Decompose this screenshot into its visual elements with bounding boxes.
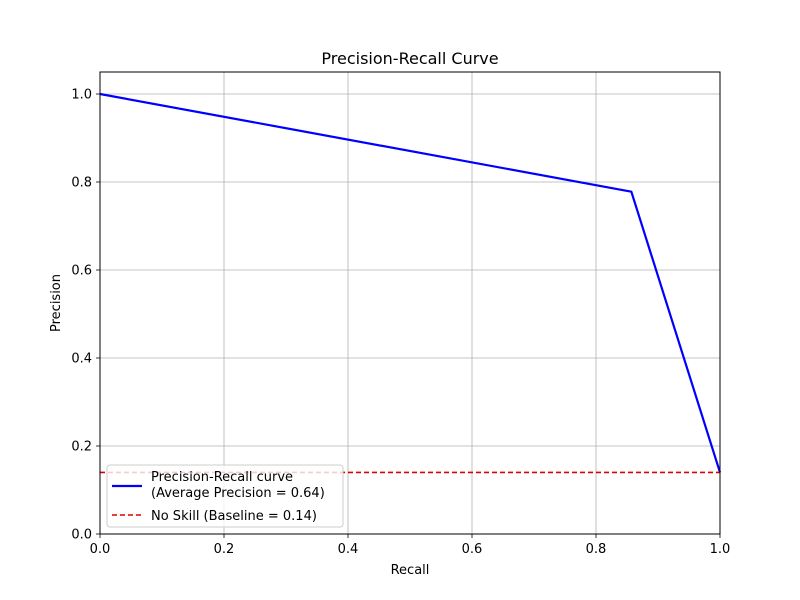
legend-label-pr-curve-ap: (Average Precision = 0.64) [151,486,325,501]
legend-label-pr-curve: Precision-Recall curve [151,470,293,485]
y-tick-label: 0.2 [71,440,92,455]
legend-label-no-skill: No Skill (Baseline = 0.14) [151,509,317,524]
legend-box [106,464,344,528]
y-tick-label: 1.0 [71,88,92,103]
x-tick-label: 0.8 [586,542,607,557]
y-tick-label: 0.6 [71,264,92,279]
x-tick-label: 0.0 [90,542,111,557]
x-axis-label: Recall [391,563,430,578]
x-tick-label: 0.2 [214,542,235,557]
x-tick-label: 1.0 [710,542,731,557]
x-tick-label: 0.6 [462,542,483,557]
y-tick-label: 0.8 [71,176,92,191]
y-axis-label: Precision [49,274,64,332]
series-layer [99,92,722,474]
chart-title: Precision-Recall Curve [321,49,498,68]
x-tick-label: 0.4 [338,542,359,557]
y-tick-label: 0.4 [71,352,92,367]
legend: Precision-Recall curve (Average Precisio… [106,464,344,528]
grid [99,72,721,535]
pr-curve-line [99,92,722,473]
ticks: 0.0 0.2 0.4 0.6 0.8 1.0 0.0 0.2 0.4 0.6 0.8 1.0 [71,88,730,558]
y-tick-label: 0.0 [71,528,92,543]
axes-frame [99,71,721,535]
